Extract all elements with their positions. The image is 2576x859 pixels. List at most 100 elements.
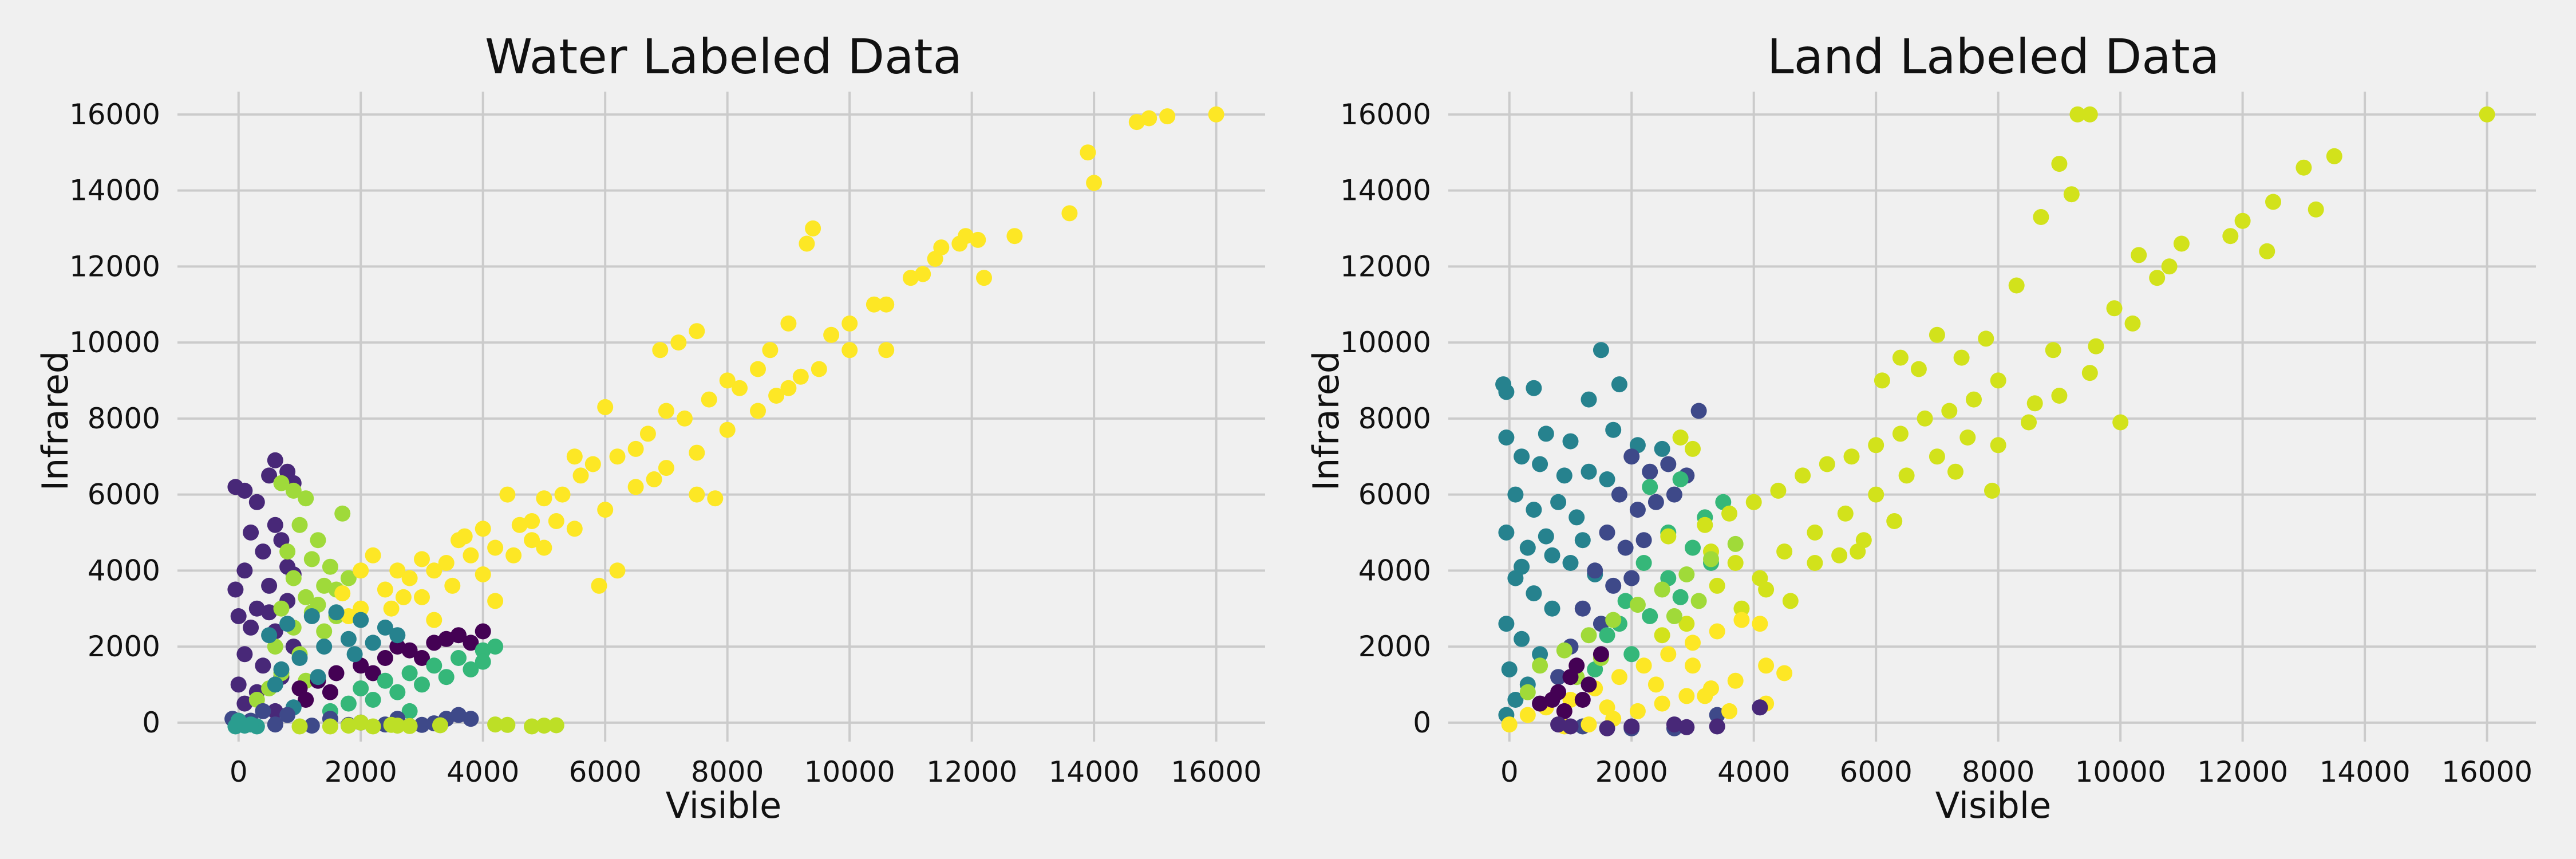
scatter-point <box>243 619 259 636</box>
scatter-point <box>1568 657 1585 674</box>
y-tick-label: 6000 <box>88 478 160 511</box>
scatter-point <box>548 513 564 529</box>
x-axis-label: Visible <box>1935 785 2052 826</box>
scatter-point <box>2124 315 2141 332</box>
scatter-point <box>1574 692 1591 708</box>
scatter-point <box>536 490 552 507</box>
scatter-point <box>2051 156 2068 172</box>
scatter-point <box>1874 372 1890 389</box>
scatter-point <box>524 513 540 529</box>
scatter-point <box>1666 716 1682 733</box>
scatter-point <box>1984 482 2000 499</box>
x-tick-label: 0 <box>230 755 248 789</box>
scatter-point <box>1685 635 1701 651</box>
scatter-point <box>1538 528 1554 545</box>
scatter-point <box>1532 695 1548 712</box>
scatter-point <box>1498 616 1515 632</box>
scatter-point <box>1910 361 1927 377</box>
scatter-point <box>1941 403 1958 419</box>
scatter-point <box>267 517 283 533</box>
scatter-point <box>438 669 455 685</box>
scatter-point <box>255 543 271 560</box>
scatter-point <box>1782 593 1799 609</box>
scatter-point <box>261 467 278 484</box>
scatter-point <box>298 589 314 605</box>
scatter-point <box>2088 338 2104 354</box>
scatter-point <box>414 650 430 666</box>
scatter-point <box>426 562 442 579</box>
x-tick-label: 6000 <box>1840 755 1913 789</box>
scatter-point <box>1953 349 1970 366</box>
scatter-point <box>1685 440 1701 457</box>
scatter-point <box>1593 646 1609 663</box>
scatter-point <box>1514 448 1530 465</box>
scatter-point <box>878 296 895 313</box>
scatter-point <box>1727 535 1744 552</box>
scatter-point <box>401 665 418 681</box>
scatter-point <box>389 562 406 579</box>
scatter-point <box>1532 456 1548 472</box>
scatter-point <box>1159 108 1176 125</box>
scatter-point <box>750 403 766 419</box>
scatter-point <box>2222 228 2239 245</box>
scatter-point <box>1562 433 1579 450</box>
scatter-point <box>227 581 244 598</box>
scatter-point <box>719 372 736 389</box>
scatter-point <box>353 600 369 617</box>
scatter-point <box>572 467 589 484</box>
scatter-point <box>1642 479 1658 495</box>
scatter-point <box>310 532 326 549</box>
scatter-point <box>334 505 351 522</box>
scatter-point <box>701 391 717 408</box>
scatter-point <box>1654 440 1670 457</box>
scatter-point <box>1660 528 1677 545</box>
grid <box>1448 92 2536 742</box>
scatter-point <box>1550 716 1567 733</box>
scatter-point <box>1581 391 1597 408</box>
scatter-point <box>1758 581 1775 598</box>
y-tick-label: 0 <box>142 706 160 739</box>
y-tick-label: 10000 <box>1340 326 1431 359</box>
x-tick-label: 2000 <box>325 755 397 789</box>
scatter-point <box>2112 414 2129 431</box>
scatter-series <box>291 714 564 735</box>
chart-title: Water Labeled Data <box>485 29 962 85</box>
scatter-point <box>1929 448 1945 465</box>
scatter-point <box>1776 665 1793 681</box>
scatter-point <box>1006 228 1023 245</box>
scatter-point <box>1709 577 1725 594</box>
scatter-point <box>340 570 357 586</box>
scatter-point <box>389 627 406 644</box>
scatter-point <box>554 486 571 503</box>
scatter-point <box>1678 688 1695 704</box>
scatter-point <box>340 608 357 624</box>
y-tick-label: 16000 <box>1340 98 1431 131</box>
scatter-point <box>340 695 357 712</box>
y-tick-label: 2000 <box>1358 630 1431 663</box>
scatter-point <box>230 676 247 693</box>
scatter-point <box>1917 410 1933 427</box>
scatter-point <box>291 718 308 735</box>
scatter-point <box>401 718 418 734</box>
y-tick-label: 10000 <box>69 326 160 359</box>
scatter-point <box>267 703 283 719</box>
scatter-point <box>1690 593 1707 609</box>
scatter-point <box>597 399 614 415</box>
scatter-point <box>1611 669 1627 685</box>
x-tick-label: 2000 <box>1595 755 1668 789</box>
scatter-point <box>426 612 442 628</box>
scatter-point <box>2045 342 2061 358</box>
scatter-point <box>438 631 455 647</box>
scatter-point <box>1770 482 1787 499</box>
scatter-point <box>487 639 504 655</box>
x-tick-labels: 0 2000 4000 6000 8000 10000 12000 14000 16000 <box>230 755 1262 789</box>
scatter-point <box>401 642 418 659</box>
scatter-point <box>1647 494 1664 510</box>
scatter-point <box>591 577 607 594</box>
scatter-point <box>2149 270 2166 286</box>
scatter-point <box>1660 456 1677 472</box>
scatter-point <box>2106 300 2123 317</box>
scatter-series <box>227 712 265 735</box>
scatter-point <box>303 718 320 734</box>
